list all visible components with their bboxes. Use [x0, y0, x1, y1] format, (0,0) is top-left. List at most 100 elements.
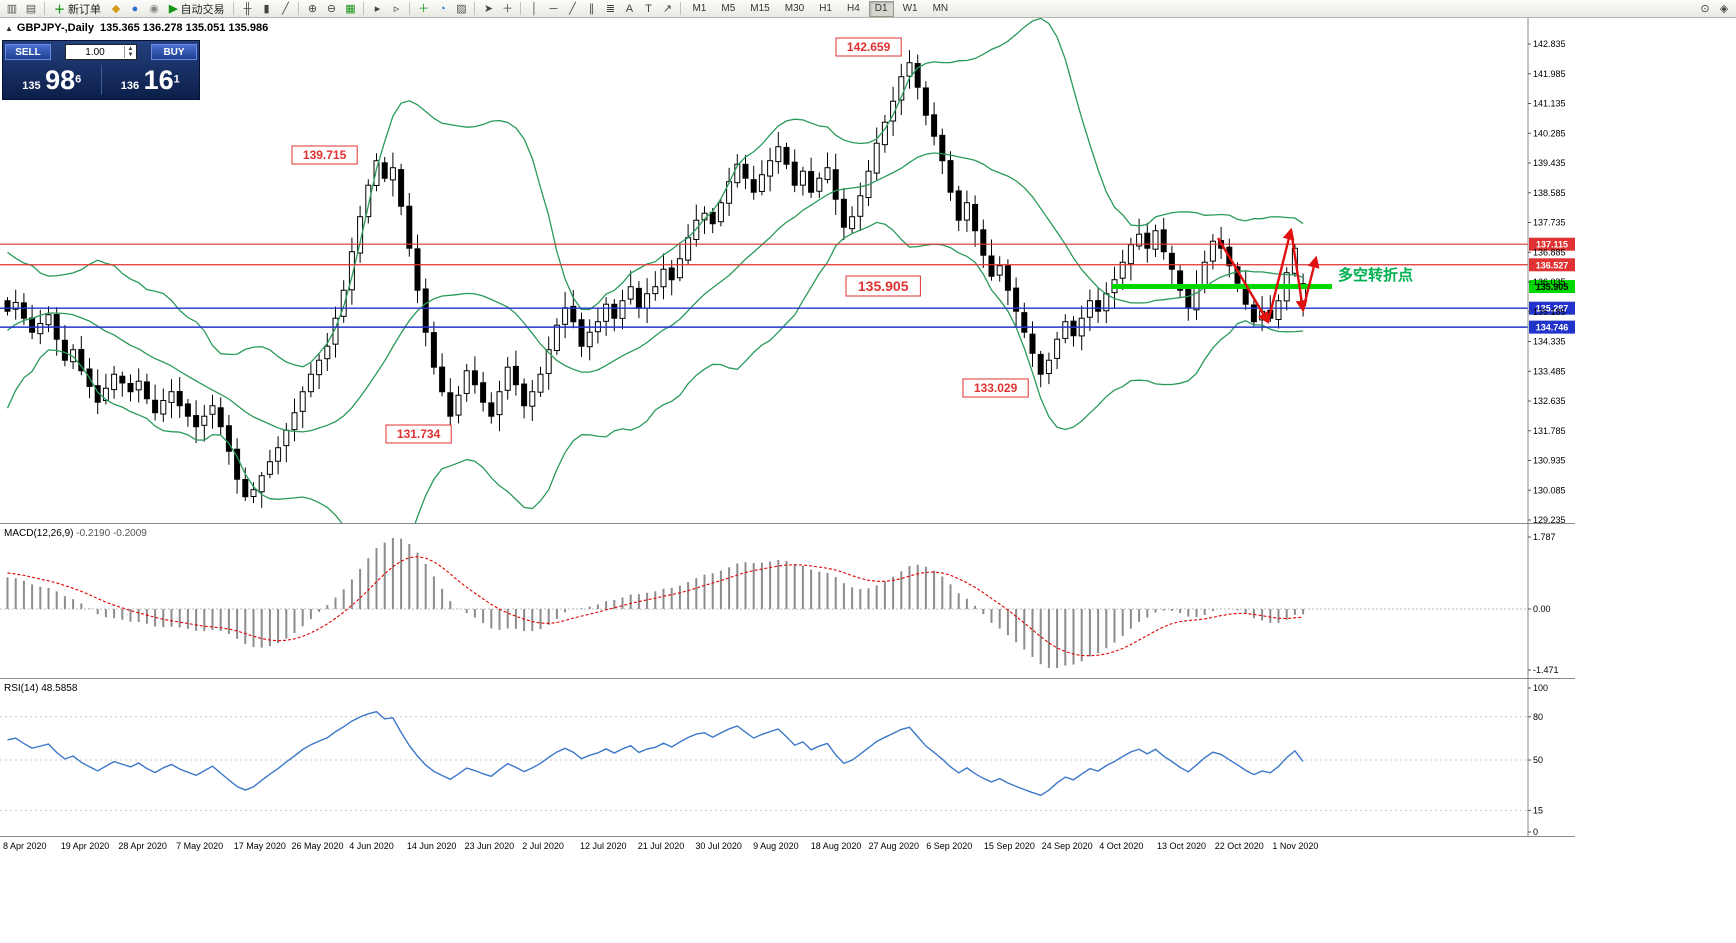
sell-button[interactable]: SELL [5, 44, 51, 60]
trend-arrow[interactable] [1216, 237, 1270, 325]
label-icon[interactable]: T [645, 2, 652, 15]
candle-body [1070, 320, 1077, 337]
macd-panel[interactable]: 1.787 0.00 -1.471 [0, 523, 1575, 679]
volume-down-icon[interactable]: ▼ [127, 52, 134, 58]
bollinger-lower-line[interactable] [6, 221, 1304, 523]
date-label: 12 Jul 2020 [580, 841, 627, 851]
date-label: 17 May 2020 [233, 841, 286, 851]
trend-arrow[interactable] [1266, 227, 1295, 323]
timeframe-button-w1[interactable]: W1 [902, 2, 918, 14]
market-icon[interactable]: ● [131, 2, 139, 15]
rsi-panel[interactable]: 100 80 50 15 0 [0, 678, 1575, 837]
text-icon[interactable]: A [625, 2, 634, 15]
main-chart-panel[interactable]: 137.115136.527135.905135.287134.746142.8… [0, 18, 1575, 523]
candle-body [644, 293, 651, 309]
volume-input[interactable] [66, 46, 124, 58]
collapse-ohlc-toggle[interactable]: ▲ [5, 24, 13, 33]
price-label-box[interactable] [385, 424, 452, 444]
periods-icon[interactable]: ◔ [439, 2, 446, 15]
horizontal-line-icon[interactable]: ─ [549, 2, 558, 15]
candle-body [1152, 230, 1159, 250]
volume-field: ▲ ▼ [65, 44, 137, 60]
candle-body [529, 391, 536, 407]
candle-body [914, 63, 921, 88]
bollinger-upper-line[interactable] [7, 18, 1304, 368]
timeframe-button-m30[interactable]: M30 [784, 2, 805, 14]
add-indicator-icon[interactable]: ＋ [417, 2, 429, 15]
timeframe-button-m1[interactable]: M1 [692, 2, 707, 14]
candle-body [299, 391, 306, 412]
turning-point-note[interactable]: 多空转折点 [1338, 266, 1413, 284]
chart-header: ▲ GBPJPY-,Daily 135.365 136.278 135.051 13… [5, 22, 268, 34]
candle-body [1095, 300, 1102, 312]
timeframe-button-d1[interactable]: D1 [868, 0, 894, 17]
new-order-button[interactable]: ＋新订单 [49, 1, 106, 17]
sell-price[interactable]: 135 986 [3, 65, 101, 96]
price-tag [1529, 258, 1575, 272]
price-label-text: 131.734 [397, 427, 441, 441]
time-axis[interactable]: 8 Apr 2020 19 Apr 2020 28 Apr 2020 7 May 20… [0, 836, 1575, 857]
candle-body [102, 387, 109, 401]
signals-icon[interactable]: ◆ [111, 2, 121, 15]
candle-body [12, 301, 19, 310]
timeframe-button-mn[interactable]: MN [932, 2, 949, 14]
price-label-box[interactable] [291, 145, 358, 165]
crosshair-icon[interactable]: ＋ [501, 2, 513, 15]
fibonacci-icon[interactable]: ≣ [605, 2, 616, 15]
axis-tick-label: 135.185 [1533, 307, 1566, 317]
buy-price[interactable]: 136 161 [102, 65, 200, 96]
bollinger-middle-line[interactable] [7, 152, 1304, 433]
candle-body [463, 370, 470, 394]
candle-body [668, 267, 675, 281]
community-icon[interactable]: ◉ [149, 2, 159, 15]
search-icon[interactable]: ⊙ [1700, 2, 1710, 15]
sell-price-prefix: 135 [22, 79, 41, 92]
timeframe-button-m15[interactable]: M15 [750, 2, 770, 14]
zoom-in-icon[interactable]: ⊕ [307, 2, 318, 15]
candle-body [660, 268, 667, 288]
price-label-box[interactable] [845, 275, 921, 297]
date-label: 4 Oct 2020 [1099, 841, 1144, 851]
autotrading-button[interactable]: ▶ 自动交易 [164, 1, 229, 17]
candle-body [562, 307, 569, 325]
candle-body [201, 415, 208, 426]
buy-button[interactable]: BUY [151, 44, 197, 60]
price-label-box[interactable] [962, 378, 1029, 398]
candle-body [4, 300, 11, 312]
channel-icon[interactable]: ∥ [588, 2, 595, 15]
auto-scroll-icon[interactable]: ▸ [374, 2, 381, 15]
price-axis[interactable]: 142.835 141.985 141.135 140.285 139.435 138.5… [1528, 39, 1566, 523]
price-label-text: 135.905 [858, 278, 909, 294]
line-chart-icon[interactable]: ╱ [282, 2, 289, 15]
trend-arrow[interactable] [1289, 229, 1308, 313]
candle-body [365, 184, 372, 218]
trend-arrow[interactable] [1301, 255, 1320, 311]
tile-windows-icon[interactable]: ▦ [345, 2, 356, 15]
candle-body [627, 286, 634, 300]
bar-chart-icon[interactable]: ╫ [243, 2, 252, 15]
new-chart-icon[interactable]: ▥ [6, 2, 18, 15]
timeframe-button-h4[interactable]: H4 [846, 2, 860, 14]
profiles-icon[interactable]: ▤ [25, 2, 37, 15]
price-label-box[interactable] [835, 37, 902, 57]
vertical-line-icon[interactable]: │ [531, 2, 538, 15]
axis-tick-label: 129.235 [1533, 515, 1566, 523]
zoom-out-icon[interactable]: ⊖ [326, 2, 337, 15]
axis-tick-label: 130.085 [1533, 485, 1566, 495]
price-tag-text: 137.115 [1536, 240, 1568, 250]
candle-body [717, 202, 724, 223]
candle-body [389, 167, 396, 181]
chart-shift-icon[interactable]: ▹ [393, 2, 400, 15]
arrows-icon[interactable]: ↗ [662, 2, 673, 15]
volume-up-icon[interactable]: ▲ [127, 46, 134, 52]
cursor-icon[interactable]: ➤ [483, 2, 494, 15]
candle-body [881, 121, 888, 146]
pan-icon[interactable]: ◈ [1719, 2, 1729, 15]
trendline-icon[interactable]: ╱ [569, 2, 576, 15]
timeframe-button-h1[interactable]: H1 [819, 2, 832, 14]
candle-body [1029, 333, 1036, 354]
candle-body [176, 391, 183, 407]
timeframe-button-m5[interactable]: M5 [721, 2, 736, 14]
candlestick-chart-icon[interactable]: ▮ [263, 2, 270, 15]
templates-icon[interactable]: ▨ [456, 2, 467, 15]
